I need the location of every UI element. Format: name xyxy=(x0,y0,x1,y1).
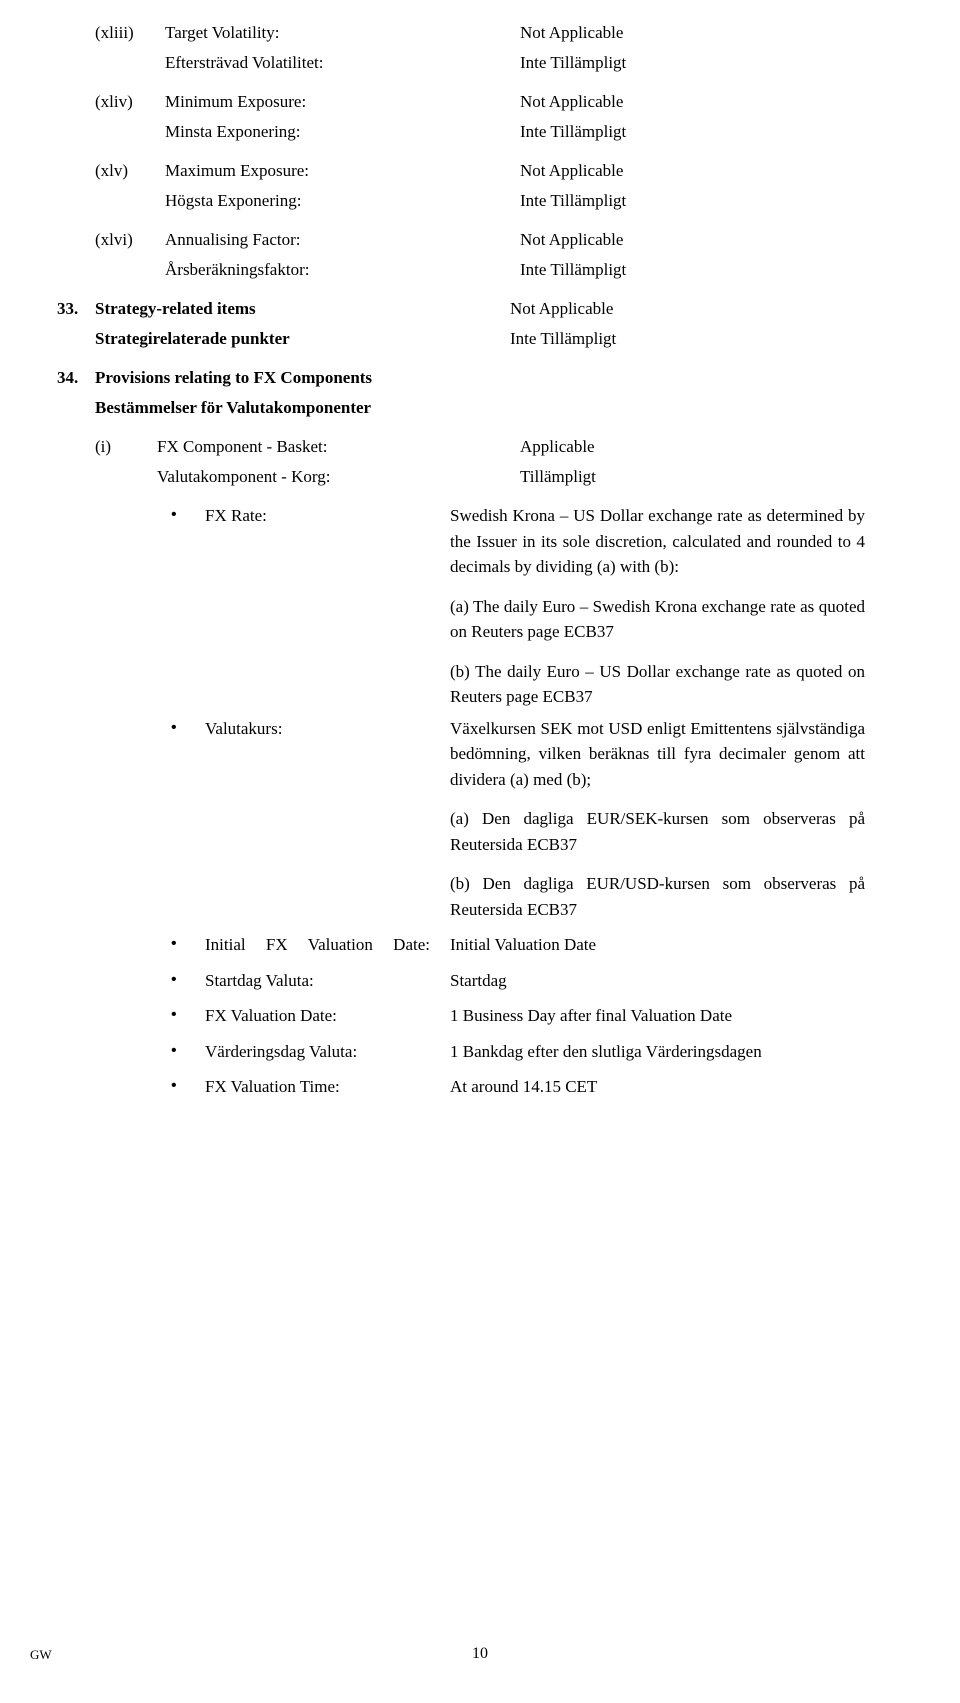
row-number: (xliv) xyxy=(95,89,165,115)
section-number: 34. xyxy=(57,365,95,391)
row-value: Tillämpligt xyxy=(520,464,865,490)
bullet-icon: • xyxy=(155,932,205,956)
row-number: (i) xyxy=(95,434,157,460)
row-xlv-sv: Högsta Exponering: Inte Tillämpligt xyxy=(95,188,865,214)
bullet-fx-valuation-date: • FX Valuation Date: 1 Business Day afte… xyxy=(155,1003,865,1029)
row-number: (xlv) xyxy=(95,158,165,184)
row-label: FX Component - Basket: xyxy=(157,434,520,460)
bullet-label: FX Valuation Date: xyxy=(205,1003,450,1029)
bullet-icon: • xyxy=(155,1003,205,1027)
page-number: 10 xyxy=(0,1645,960,1663)
row-label: Högsta Exponering: xyxy=(165,188,520,214)
row-xliii-sv: Eftersträvad Volatilitet: Inte Tillämpli… xyxy=(95,50,865,76)
row-label: Annualising Factor: xyxy=(165,227,520,253)
bullet-paragraph: (a) The daily Euro – Swedish Krona excha… xyxy=(450,594,865,645)
bullet-valutakurs: • Valutakurs: Växelkursen SEK mot USD en… xyxy=(155,716,865,923)
row-value: Inte Tillämpligt xyxy=(520,257,865,283)
bullet-label: Initial FX Valuation Date: xyxy=(205,932,450,958)
bullet-fx-valuation-time: • FX Valuation Time: At around 14.15 CET xyxy=(155,1074,865,1100)
row-value: Not Applicable xyxy=(520,158,865,184)
bullet-varderingsdag-valuta: • Värderingsdag Valuta: 1 Bankdag efter … xyxy=(155,1039,865,1065)
row-i: (i) FX Component - Basket: Applicable xyxy=(95,434,865,460)
section-label: Strategy-related items xyxy=(95,296,510,322)
row-value: Applicable xyxy=(520,434,865,460)
bullet-label: FX Rate: xyxy=(205,503,450,529)
row-34-sv: Bestämmelser för Valutakomponenter xyxy=(95,395,865,421)
bullet-value: Växelkursen SEK mot USD enligt Emittente… xyxy=(450,716,865,923)
row-value: Inte Tillämpligt xyxy=(520,119,865,145)
row-label: Eftersträvad Volatilitet: xyxy=(165,50,520,76)
bullet-icon: • xyxy=(155,716,205,740)
row-label: Valutakomponent - Korg: xyxy=(157,464,520,490)
bullet-paragraph: (b) The daily Euro – US Dollar exchange … xyxy=(450,659,865,710)
bullet-icon: • xyxy=(155,1074,205,1098)
row-33: 33. Strategy-related items Not Applicabl… xyxy=(57,296,865,322)
bullet-icon: • xyxy=(155,1039,205,1063)
bullet-value: Startdag xyxy=(450,968,865,994)
row-label: Maximum Exposure: xyxy=(165,158,520,184)
bullet-label: Värderingsdag Valuta: xyxy=(205,1039,450,1065)
row-xlvi: (xlvi) Annualising Factor: Not Applicabl… xyxy=(95,227,865,253)
row-value: Not Applicable xyxy=(520,20,865,46)
bullet-section-fx-rate: • FX Rate: Swedish Krona – US Dollar exc… xyxy=(95,503,865,1100)
row-xlvi-sv: Årsberäkningsfaktor: Inte Tillämpligt xyxy=(95,257,865,283)
row-value: Not Applicable xyxy=(520,227,865,253)
row-xliv-sv: Minsta Exponering: Inte Tillämpligt xyxy=(95,119,865,145)
row-value: Inte Tillämpligt xyxy=(510,326,865,352)
bullet-paragraph: (a) Den dagliga EUR/SEK-kursen som obser… xyxy=(450,806,865,857)
bullet-label-text: Initial FX Valuation Date: xyxy=(205,935,430,954)
bullet-value: Swedish Krona – US Dollar exchange rate … xyxy=(450,503,865,710)
bullet-startdag-valuta: • Startdag Valuta: Startdag xyxy=(155,968,865,994)
row-value: Not Applicable xyxy=(520,89,865,115)
bullet-label: Startdag Valuta: xyxy=(205,968,450,994)
row-i-sv: Valutakomponent - Korg: Tillämpligt xyxy=(95,464,865,490)
section-number: 33. xyxy=(57,296,95,322)
bullet-paragraph: Växelkursen SEK mot USD enligt Emittente… xyxy=(450,716,865,793)
bullet-icon: • xyxy=(155,503,205,527)
row-label: Target Volatility: xyxy=(165,20,520,46)
row-label: Årsberäkningsfaktor: xyxy=(165,257,520,283)
bullet-icon: • xyxy=(155,968,205,992)
row-34: 34. Provisions relating to FX Components xyxy=(57,365,865,391)
row-value: Inte Tillämpligt xyxy=(520,188,865,214)
page: (xliii) Target Volatility: Not Applicabl… xyxy=(0,0,960,1703)
row-xlv: (xlv) Maximum Exposure: Not Applicable xyxy=(95,158,865,184)
row-xliv: (xliv) Minimum Exposure: Not Applicable xyxy=(95,89,865,115)
bullet-value: 1 Bankdag efter den slutliga Värderingsd… xyxy=(450,1039,865,1065)
bullet-value: 1 Business Day after final Valuation Dat… xyxy=(450,1003,865,1029)
section-label: Bestämmelser för Valutakomponenter xyxy=(95,395,371,421)
row-value: Not Applicable xyxy=(510,296,865,322)
row-number: (xliii) xyxy=(95,20,165,46)
bullet-paragraph: (b) Den dagliga EUR/USD-kursen som obser… xyxy=(450,871,865,922)
bullet-value: At around 14.15 CET xyxy=(450,1074,865,1100)
bullet-label: FX Valuation Time: xyxy=(205,1074,450,1100)
bullet-initial-fx-valuation-date: • Initial FX Valuation Date: Initial Val… xyxy=(155,932,865,958)
row-value: Inte Tillämpligt xyxy=(520,50,865,76)
row-label: Minsta Exponering: xyxy=(165,119,520,145)
section-label: Provisions relating to FX Components xyxy=(95,365,372,391)
bullet-paragraph: Swedish Krona – US Dollar exchange rate … xyxy=(450,503,865,580)
row-33-sv: Strategirelaterade punkter Inte Tillämpl… xyxy=(95,326,865,352)
row-xliii: (xliii) Target Volatility: Not Applicabl… xyxy=(95,20,865,46)
bullet-value: Initial Valuation Date xyxy=(450,932,865,958)
bullet-fx-rate: • FX Rate: Swedish Krona – US Dollar exc… xyxy=(155,503,865,710)
row-number: (xlvi) xyxy=(95,227,165,253)
section-label: Strategirelaterade punkter xyxy=(95,326,510,352)
bullet-label: Valutakurs: xyxy=(205,716,450,742)
row-label: Minimum Exposure: xyxy=(165,89,520,115)
